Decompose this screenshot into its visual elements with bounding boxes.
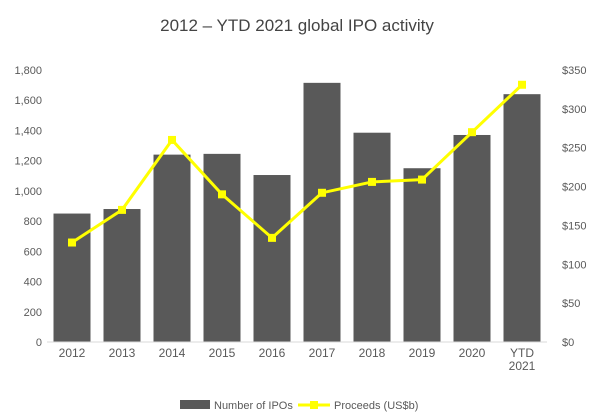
y-left-tick-label: 1,400 <box>14 125 42 137</box>
bar-8 <box>453 134 491 342</box>
bar-5 <box>303 82 341 342</box>
proceeds-marker-7 <box>418 175 426 184</box>
y-right-tick-label: $350 <box>562 65 586 77</box>
bar-6 <box>353 132 391 342</box>
x-tick-label: 2017 <box>309 346 336 360</box>
y-left-tick-label: 1,800 <box>14 65 42 77</box>
proceeds-marker-4 <box>268 233 276 242</box>
x-tick-label: 2013 <box>109 346 136 360</box>
x-tick-label: 2021 <box>509 359 536 373</box>
x-tick-label: 2015 <box>209 346 236 360</box>
y-right-tick-label: $150 <box>562 220 586 232</box>
y-right-tick-label: $50 <box>562 298 580 310</box>
y-left-tick-label: 400 <box>24 277 42 289</box>
bar-4 <box>253 175 291 342</box>
bar-3 <box>203 153 241 342</box>
legend-swatch-ipos <box>180 400 210 409</box>
chart-title: 2012 – YTD 2021 global IPO activity <box>160 16 434 35</box>
proceeds-marker-3 <box>218 190 226 199</box>
x-tick-label: YTD <box>510 346 534 360</box>
bar-7 <box>403 168 441 342</box>
legend-label-ipos: Number of IPOs <box>214 400 293 412</box>
legend-label-proceeds: Proceeds (US$b) <box>334 400 418 412</box>
y-right-tick-label: $300 <box>562 104 586 116</box>
line-series <box>68 80 526 247</box>
bar-9 <box>503 94 541 342</box>
y-right-tick-label: $250 <box>562 143 586 155</box>
axes: 0 200 400 600 800 1,000 1,200 1,400 1,600 1,800 $0… <box>14 65 586 373</box>
y-left-tick-label: 1,200 <box>14 156 42 168</box>
legend-swatch-proceeds-marker <box>310 401 318 409</box>
proceeds-marker-0 <box>68 238 76 247</box>
x-tick-label: 2020 <box>459 346 486 360</box>
x-tick-label: 2016 <box>259 346 286 360</box>
proceeds-marker-6 <box>368 177 376 186</box>
y-right-tick-label: $100 <box>562 259 586 271</box>
y-left-tick-label: 1,600 <box>14 95 42 107</box>
bar-2 <box>153 154 191 342</box>
bar-series <box>53 82 541 342</box>
proceeds-line <box>71 83 524 244</box>
x-tick-label: 2014 <box>159 346 186 360</box>
x-tick-label: 2012 <box>59 346 86 360</box>
proceeds-marker-9 <box>518 80 526 89</box>
y-left-tick-label: 200 <box>24 307 42 319</box>
x-tick-label: 2019 <box>409 346 436 360</box>
proceeds-marker-1 <box>118 205 126 214</box>
y-left-tick-label: 800 <box>24 216 42 228</box>
proceeds-marker-8 <box>468 128 476 137</box>
y-right-tick-label: $200 <box>562 182 586 194</box>
y-left-tick-label: 600 <box>24 246 42 258</box>
x-tick-label: 2018 <box>359 346 386 360</box>
y-left-tick-label: 0 <box>36 337 42 349</box>
proceeds-marker-5 <box>318 188 326 197</box>
proceeds-marker-2 <box>168 135 176 144</box>
bar-1 <box>103 209 141 342</box>
y-left-tick-label: 1,000 <box>14 186 42 198</box>
legend: Number of IPOs Proceeds (US$b) <box>180 400 418 412</box>
y-right-tick-label: $0 <box>562 337 574 349</box>
